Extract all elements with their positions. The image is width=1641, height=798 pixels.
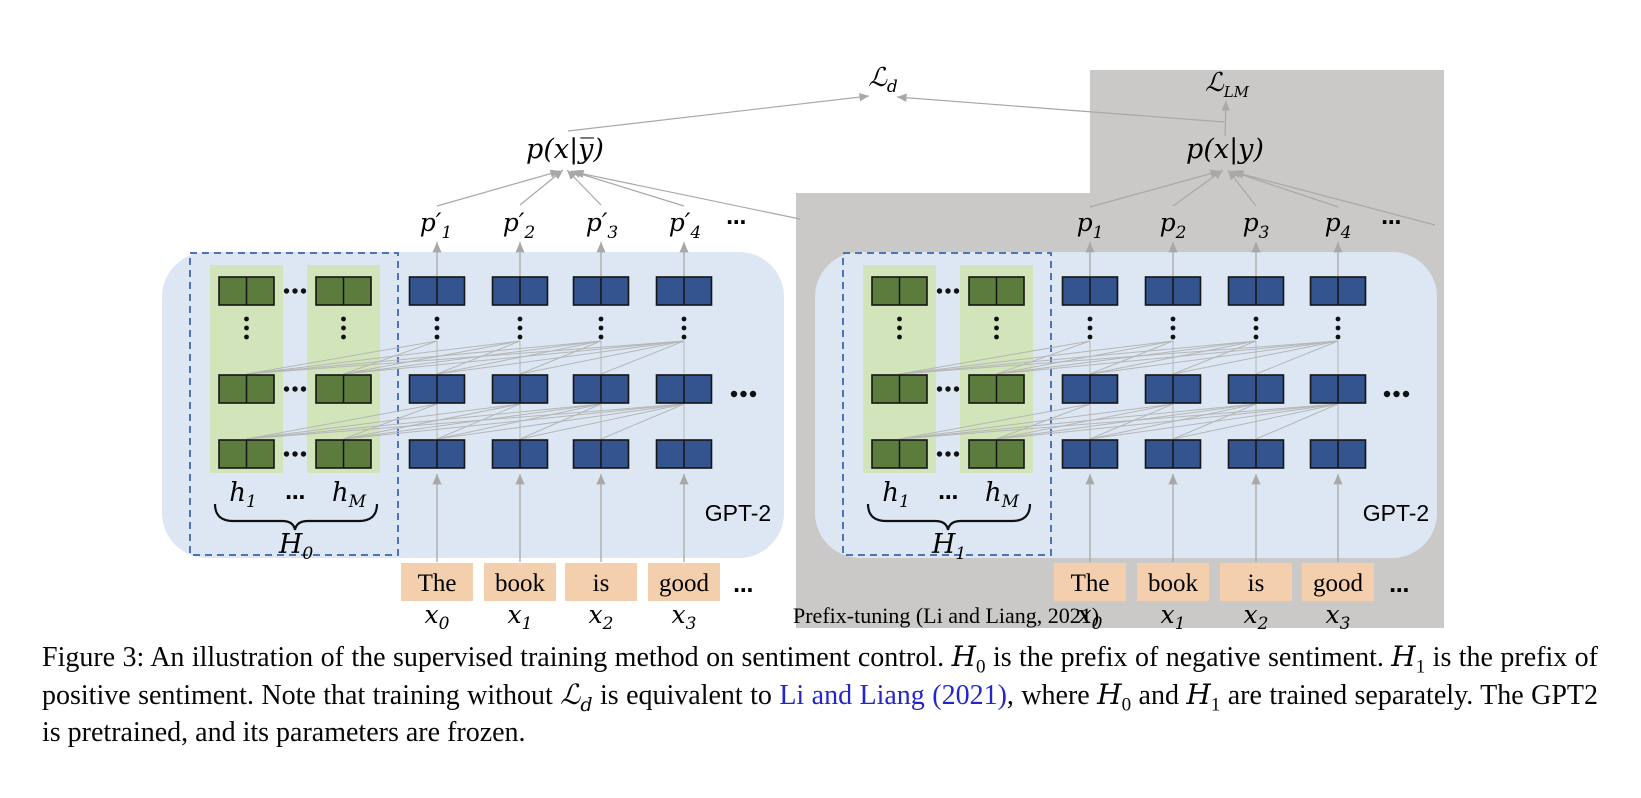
token-word: The <box>418 570 457 597</box>
ellipsis-dots <box>897 288 1410 457</box>
gpt2-label-left: GPT-2 <box>705 500 771 526</box>
H1-label: H1 <box>931 529 966 564</box>
ellipsis-dots <box>244 288 757 457</box>
flow-arrows <box>1085 242 1343 562</box>
caption-text: and <box>1131 680 1187 712</box>
token-box <box>1302 563 1374 601</box>
p-label-1: p1 <box>1077 208 1104 243</box>
x-label: x3 <box>672 600 697 632</box>
token-ellipsis-left: … <box>733 573 755 597</box>
caption-loss-d: ℒ <box>560 678 581 712</box>
x-label: x1 <box>1161 600 1186 632</box>
attention-lines <box>899 340 1339 440</box>
hM-label-right: hM <box>985 478 1020 512</box>
gpt2-label-right: GPT-2 <box>1363 500 1429 526</box>
hidden-state-blocks <box>218 276 713 469</box>
prefix-dashed-box <box>842 252 1052 556</box>
x-label: x0 <box>425 600 450 632</box>
x-label: x3 <box>1326 600 1351 632</box>
h-ellipsis-left: … <box>285 480 307 504</box>
loss-d-label: ℒd <box>868 63 898 97</box>
x-label: x1 <box>508 600 533 632</box>
prefix-tuning-method-label: Prefix-tuning (Li and Liang, 2021) <box>793 603 1099 628</box>
token-word: good <box>659 570 710 597</box>
right-panel-geometry <box>842 242 1410 601</box>
token-word: good <box>1313 570 1364 597</box>
token-word: book <box>1148 570 1199 597</box>
caption-text: Figure 3: An illustration of the supervi… <box>42 642 952 673</box>
token-word: is <box>1248 570 1265 597</box>
x-label: x2 <box>589 600 614 632</box>
caption-H1: H <box>1391 640 1416 673</box>
hidden-state-blocks <box>871 276 1367 469</box>
h1-label-left: h1 <box>229 478 257 512</box>
hM-label-left: hM <box>332 478 367 512</box>
prefix-brace-left <box>213 503 379 531</box>
p-prime-ellipsis: … <box>726 205 748 229</box>
token-word: The <box>1071 570 1110 597</box>
caption-text: are trained separately. The GPT2 is pret… <box>42 680 1598 749</box>
caption-text: is equivalent to <box>592 680 780 712</box>
h-ellipsis-right: … <box>938 480 960 504</box>
prob-negative-label: p(x|y̅) <box>526 134 604 165</box>
attention-lines <box>246 340 685 440</box>
h1-label-right: h1 <box>882 478 910 512</box>
caption-H0: H <box>951 640 976 673</box>
caption-text: is the prefix of negative sentiment. <box>985 642 1392 673</box>
token-box <box>565 563 637 601</box>
token-word: book <box>495 570 546 597</box>
p-label-4: p4 <box>1325 208 1352 243</box>
token-word: is <box>593 570 610 597</box>
p-prime-label-1: p′1 <box>420 208 453 243</box>
p-prime-label-2: p′2 <box>503 208 536 243</box>
prefix-dashed-box <box>189 252 399 556</box>
p-label-3: p3 <box>1243 208 1270 243</box>
x-label: x2 <box>1244 600 1269 632</box>
p-ellipsis: … <box>1381 205 1403 229</box>
x-label: x0 <box>1078 600 1103 632</box>
figure-caption: Figure 3: An illustration of the supervi… <box>42 640 1599 749</box>
prob-positive-label: p(x|y) <box>1186 134 1264 165</box>
token-box <box>1137 563 1209 601</box>
loss-lm-label: ℒLM <box>1205 68 1250 101</box>
prefix-brace-right <box>866 503 1032 531</box>
figure-diagram: ℒd ℒLM p(x|y̅) p(x|y) p′1 p′2 p′3 p′4 … … <box>162 63 1444 632</box>
token-box <box>401 563 473 601</box>
token-ellipsis-right: … <box>1389 573 1411 597</box>
citation-link[interactable]: Li and Liang (2021) <box>779 680 1007 712</box>
token-box <box>648 563 720 601</box>
loss-connection-lines <box>436 92 1436 226</box>
token-box <box>484 563 556 601</box>
token-box <box>1220 563 1292 601</box>
H0-label: H0 <box>278 529 314 564</box>
left-panel-geometry <box>189 242 757 601</box>
p-prime-label-3: p′3 <box>586 208 619 243</box>
p-label-2: p2 <box>1160 208 1187 243</box>
caption-text: is the prefix of positive sentiment. Not… <box>42 642 1599 712</box>
token-box <box>1054 563 1126 601</box>
flow-arrows <box>432 242 689 562</box>
caption-text: , where <box>1006 680 1098 712</box>
p-prime-label-4: p′4 <box>669 208 702 243</box>
